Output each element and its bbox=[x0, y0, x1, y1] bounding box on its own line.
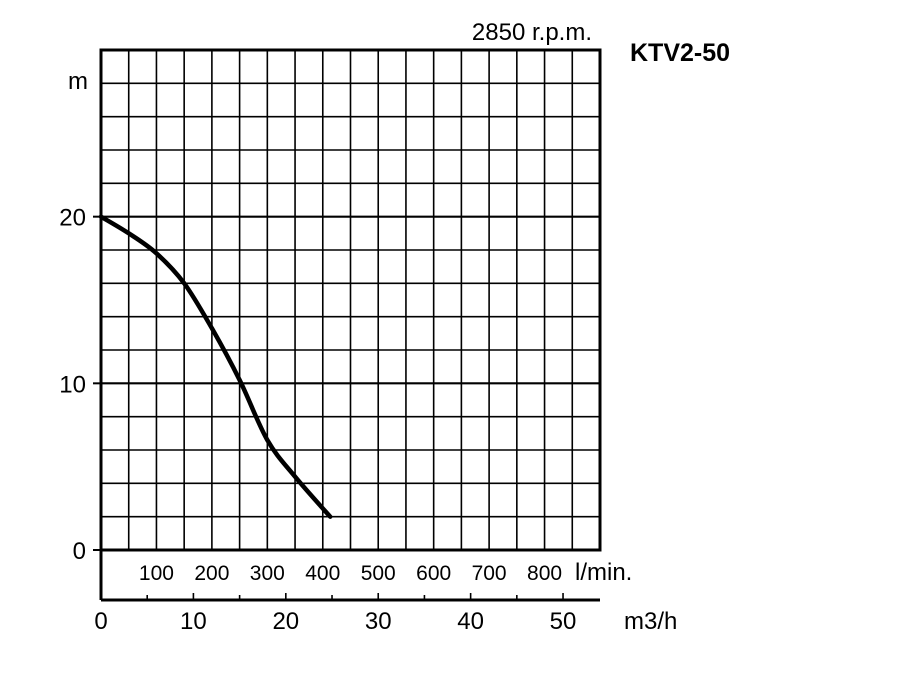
chart-title: KTV2-50 bbox=[630, 39, 730, 67]
x-tick-label-lmin: 100 bbox=[139, 562, 174, 585]
x-tick-label-m3h: 10 bbox=[180, 608, 207, 635]
x-axis-label-lmin: l/min. bbox=[575, 559, 632, 586]
x-tick-label-lmin: 400 bbox=[305, 562, 340, 585]
series-line bbox=[98, 214, 333, 519]
x-tick-label-m3h: 20 bbox=[272, 608, 299, 635]
y-tick-label: 0 bbox=[73, 538, 86, 565]
x-tick-label-lmin: 300 bbox=[250, 562, 285, 585]
x-tick-label-lmin: 200 bbox=[194, 562, 229, 585]
x-tick-label-m3h: 40 bbox=[457, 608, 484, 635]
axes bbox=[93, 215, 600, 602]
x-tick-label-m3h: 30 bbox=[365, 608, 392, 635]
grid-lines bbox=[101, 50, 600, 550]
x-tick-label-lmin: 500 bbox=[361, 562, 396, 585]
plot-frame bbox=[99, 48, 602, 552]
x-tick-label-lmin: 700 bbox=[472, 562, 507, 585]
x-tick-label-m3h: 50 bbox=[550, 608, 577, 635]
y-tick-label: 20 bbox=[59, 205, 86, 232]
chart-subtitle: 2850 r.p.m. bbox=[472, 19, 592, 46]
x-tick-label-lmin: 800 bbox=[527, 562, 562, 585]
x-tick-label-lmin: 600 bbox=[416, 562, 451, 585]
x-tick-label-m3h: 0 bbox=[94, 608, 107, 635]
x-axis-label-m3h: m3/h bbox=[624, 608, 677, 635]
y-axis-label: m bbox=[68, 68, 88, 95]
y-tick-label: 10 bbox=[59, 371, 86, 398]
